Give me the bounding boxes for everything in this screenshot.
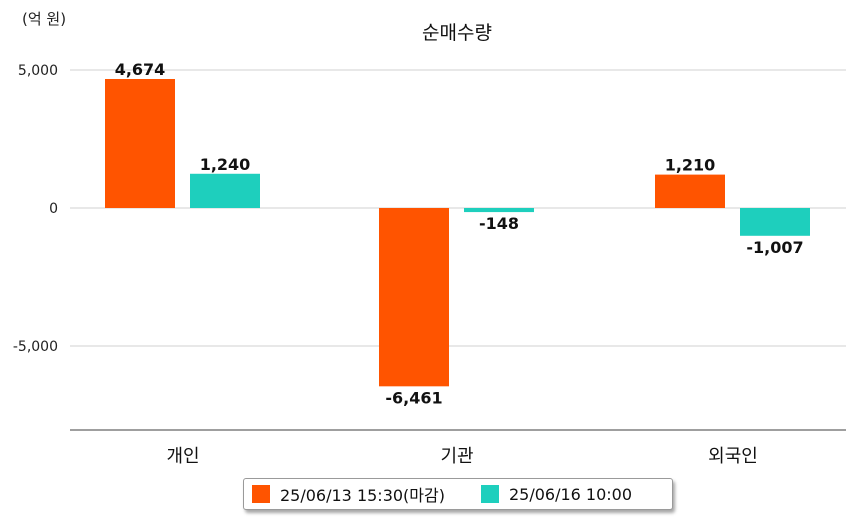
chart-legend: 25/06/13 15:30(마감) 25/06/16 10:00: [243, 478, 673, 510]
legend-swatch-series-2: [480, 485, 499, 503]
bar: [105, 78, 175, 209]
bar: [464, 208, 534, 213]
legend-item-series-1[interactable]: 25/06/13 15:30(마감): [252, 482, 445, 506]
bar: [379, 208, 449, 387]
legend-swatch-series-1: [252, 485, 270, 503]
bar: [655, 174, 725, 208]
data-label: 1,240: [200, 155, 251, 174]
legend-label-series-2: 25/06/16 10:00: [508, 484, 633, 504]
bar-chart: 5,000 0 -5,000 4,674 1,240 개인 -6,461 -148 기관 1,21…: [13, 60, 846, 467]
bar: [740, 208, 810, 236]
chart-title: 순매수량: [422, 22, 492, 44]
unit-label: (억 원): [22, 10, 67, 28]
legend-item-series-2[interactable]: 25/06/16 10:00: [480, 484, 633, 504]
y-tick-label: 0: [49, 201, 58, 217]
y-tick-label: 5,000: [18, 63, 58, 79]
x-tick-label: 개인: [166, 446, 199, 467]
x-tick-label: 기관: [440, 446, 473, 467]
data-label: -1,007: [746, 238, 803, 257]
x-tick-label: 외국인: [708, 446, 758, 467]
data-label: 4,674: [115, 60, 166, 79]
data-label: -148: [479, 214, 519, 233]
data-label: 1,210: [665, 156, 716, 175]
bar: [190, 173, 260, 208]
legend-label-series-1: 25/06/13 15:30(마감): [280, 486, 445, 505]
data-label: -6,461: [385, 388, 442, 407]
y-tick-label: -5,000: [13, 339, 58, 355]
